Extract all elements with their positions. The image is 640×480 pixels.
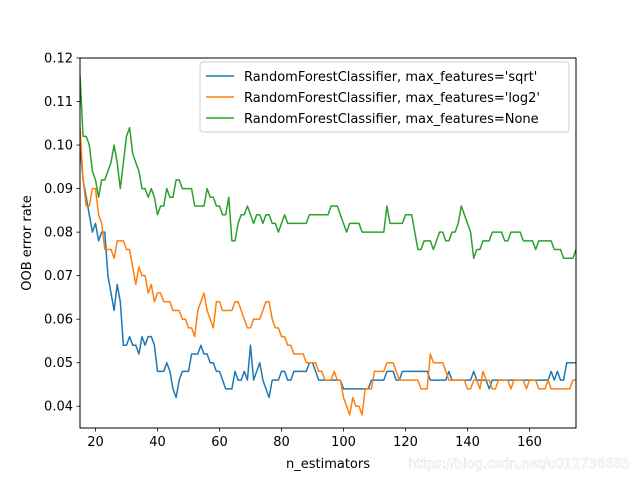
x-tick-label: 100 <box>331 435 356 450</box>
y-tick-label: 0.07 <box>44 269 73 284</box>
y-tick-label: 0.11 <box>44 95 73 110</box>
x-axis-label: n_estimators <box>286 457 370 472</box>
y-tick-label: 0.04 <box>44 400 73 415</box>
y-axis-ticks: 0.04 0.05 0.06 0.07 0.08 0.09 0.10 0.11 0.12 <box>44 52 80 415</box>
x-tick-label: 120 <box>393 435 418 450</box>
y-tick-label: 0.12 <box>44 52 73 67</box>
series-line-2 <box>80 74 576 259</box>
series-line-1 <box>80 126 576 416</box>
x-tick-label: 60 <box>211 435 228 450</box>
x-tick-label: 80 <box>273 435 290 450</box>
x-tick-label: 160 <box>517 435 542 450</box>
legend: RandomForestClassifier, max_features='sq… <box>199 61 570 133</box>
plot-frame <box>79 57 577 429</box>
y-tick-label: 0.06 <box>44 313 73 328</box>
y-tick-label: 0.09 <box>44 182 73 197</box>
y-tick-label: 0.05 <box>44 356 73 371</box>
y-axis-label: OOB error rate <box>20 195 35 291</box>
x-tick-label: 40 <box>149 435 166 450</box>
watermark: https://blog.csdn.net/u012736685 <box>408 457 630 472</box>
legend-label-1: RandomForestClassifier, max_features='lo… <box>244 91 540 106</box>
x-axis-ticks: 20 40 60 80 100 120 140 160 <box>87 428 542 450</box>
y-tick-label: 0.08 <box>44 226 73 241</box>
legend-box <box>199 61 570 133</box>
legend-label-2: RandomForestClassifier, max_features=Non… <box>244 112 539 127</box>
series-layer <box>80 74 576 416</box>
y-tick-label: 0.10 <box>44 139 73 154</box>
x-tick-label: 140 <box>455 435 480 450</box>
x-tick-label: 20 <box>87 435 104 450</box>
legend-label-0: RandomForestClassifier, max_features='sq… <box>244 70 537 85</box>
